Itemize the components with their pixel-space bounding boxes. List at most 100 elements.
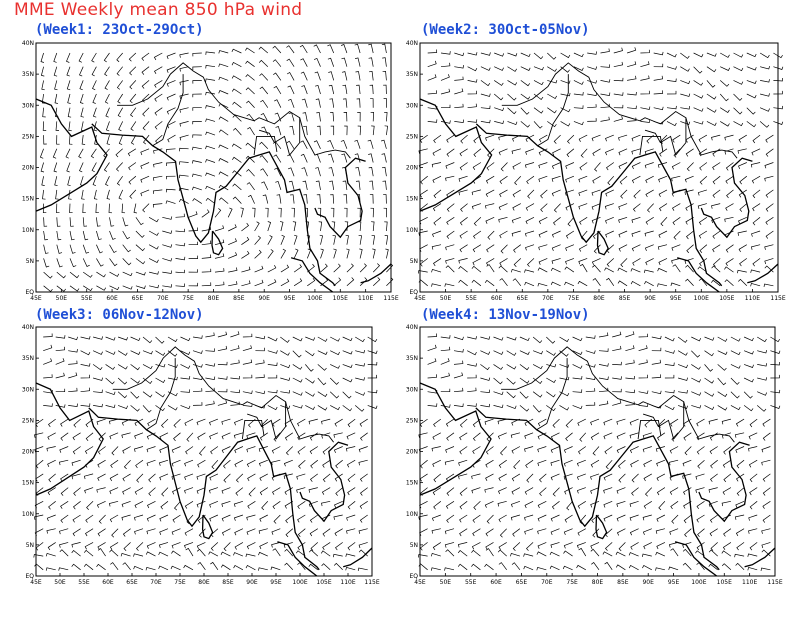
wind-barb [579, 432, 587, 442]
wind-barb [383, 194, 387, 204]
wind-barb [419, 528, 428, 536]
wind-barb [245, 87, 255, 95]
wind-barb [297, 562, 306, 571]
wind-barb [134, 418, 144, 426]
wind-barb [356, 84, 361, 95]
wind-barb [105, 404, 116, 409]
wind-barb [273, 154, 282, 163]
wind-barb [142, 391, 153, 398]
wind-barb [717, 350, 728, 355]
wind-barb [40, 162, 45, 173]
coastline [700, 157, 753, 239]
wind-barb [59, 446, 69, 453]
lon-tick-label: 50E [56, 295, 68, 302]
wind-barb [573, 105, 584, 109]
wind-barb [166, 93, 176, 101]
wind-barb [80, 374, 90, 379]
wind-barb [538, 216, 548, 225]
wind-barb [717, 336, 728, 342]
wind-barb [221, 514, 231, 522]
wind-barb [493, 404, 504, 409]
wind-barb [684, 258, 694, 265]
wind-barb [440, 358, 450, 365]
wind-barb [605, 459, 613, 470]
wind-barb [605, 216, 614, 224]
wind-barb [79, 80, 84, 91]
wind-barb [286, 45, 295, 54]
wind-barb [135, 217, 144, 226]
wind-barb [283, 459, 293, 467]
wind-barb [440, 388, 451, 393]
wind-barb [673, 148, 681, 158]
wind-barb [33, 554, 44, 558]
lon-tick-label: 110E [745, 295, 760, 302]
wind-barb [130, 350, 141, 355]
wind-barb [559, 364, 570, 368]
wind-barb [573, 80, 584, 85]
wind-barb [669, 487, 679, 495]
wind-barb [287, 167, 295, 177]
wind-barb [630, 459, 639, 468]
wind-barb [625, 331, 635, 338]
wind-barb [54, 176, 58, 187]
wind-barb [578, 547, 587, 557]
wind-barb [121, 514, 131, 521]
wind-barb [184, 528, 194, 536]
wind-barb [510, 514, 520, 521]
wind-barb [664, 350, 675, 354]
wind-barb [82, 244, 90, 254]
wind-barb [205, 172, 216, 177]
wind-barb [267, 350, 278, 354]
wind-barb [457, 550, 468, 557]
wind-barb [71, 563, 81, 571]
wind-barb [445, 265, 455, 273]
wind-barb [185, 446, 194, 455]
wind-barb [480, 52, 491, 56]
wind-barb [359, 473, 368, 482]
wind-barb [161, 487, 169, 497]
wind-barb [698, 134, 708, 143]
wind-barb [43, 244, 49, 254]
wind-barb [537, 459, 547, 467]
wind-barb [280, 390, 291, 394]
wind-barb [559, 336, 570, 343]
wind-barb [480, 350, 491, 355]
wind-barb [174, 501, 181, 511]
wind-barb [69, 244, 76, 254]
wind-barb [467, 52, 478, 56]
wind-barb [171, 473, 181, 480]
wind-barb [179, 66, 189, 72]
wind-barb [129, 66, 137, 76]
lon-tick-label: 100E [691, 579, 706, 586]
wind-barb [613, 61, 624, 68]
wind-barb [96, 285, 107, 291]
wind-barb [97, 542, 106, 550]
wind-barb [564, 189, 575, 196]
wind-barb [232, 101, 242, 108]
lat-tick-label: 15N [22, 480, 34, 487]
wind-barb [532, 336, 543, 344]
wind-barb [109, 473, 119, 482]
wind-barb [146, 528, 156, 535]
wind-barb [418, 563, 428, 571]
coastline [747, 263, 779, 284]
lon-tick-label: 85E [222, 579, 234, 586]
wind-map-panel-2: 45E 50E 55E 60E 65E 70E 75E 80E 85E 90E 95E 100E 105… [406, 40, 786, 302]
wind-barb [578, 134, 588, 142]
wind-barb [232, 127, 242, 136]
wind-barb [520, 80, 531, 87]
wind-barb [305, 336, 316, 341]
wind-barb [357, 125, 362, 136]
wind-barb [360, 487, 368, 496]
wind-barb [205, 400, 215, 406]
wind-barb [317, 377, 327, 386]
wind-barb [644, 230, 654, 237]
wind-barb [664, 362, 675, 366]
wind-barb [655, 551, 666, 557]
wind-barb [432, 459, 441, 468]
wind-barb [72, 514, 81, 523]
wind-barb [272, 418, 281, 427]
wind-barb [682, 542, 692, 549]
wind-barb [179, 93, 189, 99]
wind-barb [80, 107, 84, 118]
